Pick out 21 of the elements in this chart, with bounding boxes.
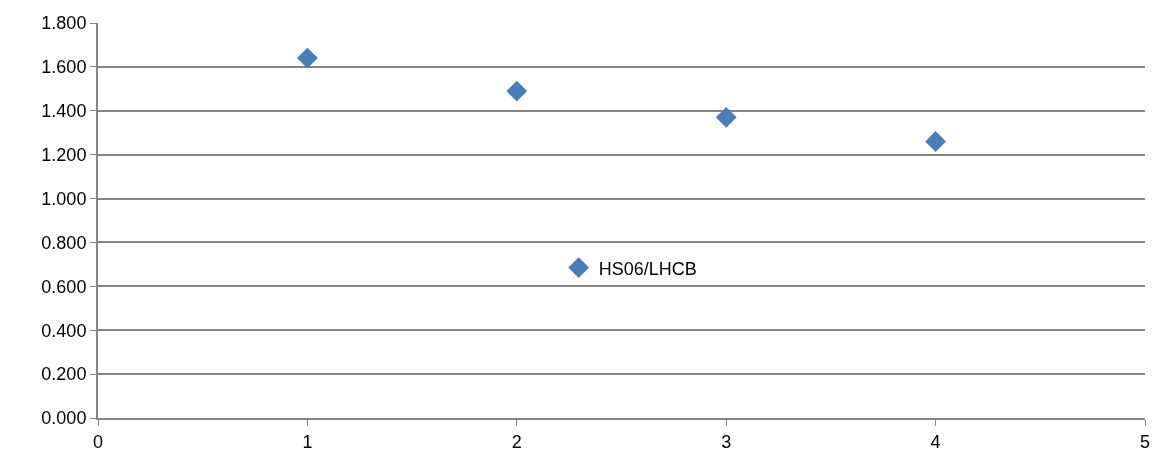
- y-tick-label: 1.800: [41, 13, 87, 34]
- y-tick-label: 0.400: [41, 320, 87, 341]
- y-tick-label: 1.200: [41, 144, 87, 165]
- point: [506, 80, 528, 102]
- y-tick-label: 0.800: [41, 232, 87, 253]
- y-tick-label: 1.600: [41, 57, 87, 78]
- y-tick-label: 1.400: [41, 101, 87, 122]
- x-tick-label: 1: [302, 431, 313, 452]
- y-tick-label: 1.000: [41, 188, 87, 209]
- point: [715, 106, 737, 128]
- x-tick-label: 2: [511, 431, 522, 452]
- point: [297, 47, 318, 69]
- legend-label: HS06/LHCB: [598, 258, 697, 279]
- x-tick-label: 0: [92, 431, 104, 452]
- point: [925, 131, 946, 152]
- y-tick-label: 0.000: [41, 408, 87, 429]
- x-tick-label: 3: [721, 431, 732, 452]
- y-tick-label: 0.200: [41, 364, 87, 385]
- x-tick-label: 4: [930, 431, 941, 452]
- y-tick-label: 0.600: [41, 276, 87, 297]
- x-tick-label: 5: [1139, 431, 1151, 452]
